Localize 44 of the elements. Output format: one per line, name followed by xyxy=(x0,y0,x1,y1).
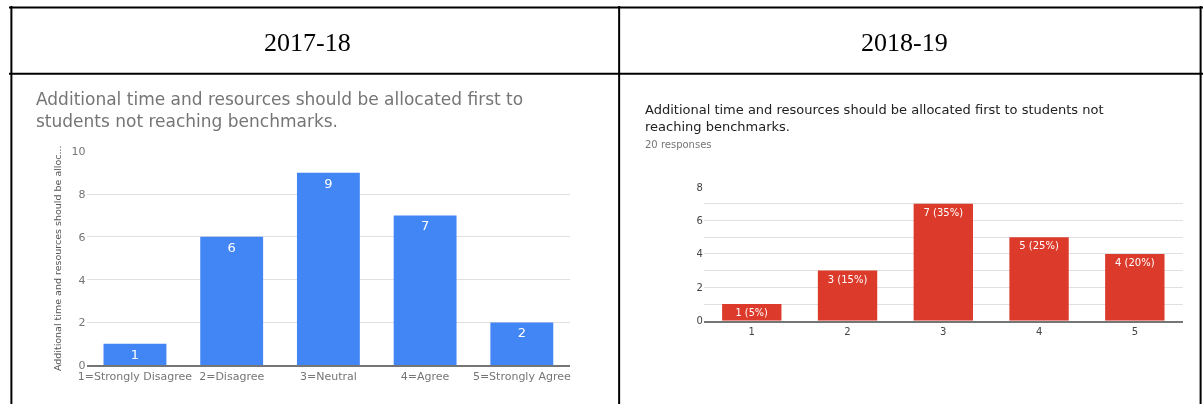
data-label: 1 xyxy=(130,346,140,362)
x-tick-label: 3 xyxy=(940,325,947,337)
y-tick-label: 0 xyxy=(696,315,703,327)
y-tick-label: 4 xyxy=(78,273,86,287)
chart-title: 2017-18 xyxy=(264,28,351,57)
x-tick-label: 1 xyxy=(748,325,755,337)
y-tick-label: 6 xyxy=(78,230,86,244)
data-label: 3 (15%) xyxy=(827,273,868,285)
y-tick-label: 0 xyxy=(78,359,86,373)
x-tick-label: 2 xyxy=(844,325,851,337)
y-tick-label: 2 xyxy=(696,281,703,293)
x-tick-label: 4=Agree xyxy=(400,370,450,384)
y-axis-title: Additional time and resources should be alloc... xyxy=(51,145,63,372)
chart-subtitle: Additional time and resources should be allocated first to students not reaching benchmarks. xyxy=(645,102,1104,134)
bar xyxy=(1105,253,1165,321)
bar xyxy=(103,343,167,366)
data-label: 5 (25%) xyxy=(1019,240,1059,252)
data-label: 9 xyxy=(324,175,333,191)
chart-subtitle: Additional time and resources should be allocated first to students not reaching benchmarks. xyxy=(36,89,524,132)
x-tick-label: 5 xyxy=(1131,325,1139,337)
y-tick-label: 4 xyxy=(696,248,703,260)
bar xyxy=(913,203,973,321)
x-tick-label: 1=Strongly Disagree xyxy=(77,370,193,384)
bar xyxy=(817,270,878,321)
bar xyxy=(1009,237,1069,321)
data-label: 1 (5%) xyxy=(735,306,768,318)
bar xyxy=(296,172,360,366)
bar xyxy=(200,236,264,366)
data-label: 4 (20%) xyxy=(1114,256,1155,268)
x-tick-label: 4 xyxy=(1035,325,1043,337)
data-label: 6 xyxy=(227,239,236,255)
bar xyxy=(393,215,457,366)
data-label: 7 xyxy=(420,218,430,234)
data-label: 7 (35%) xyxy=(923,206,964,218)
y-tick-label: 6 xyxy=(696,215,703,226)
y-tick-label: 8 xyxy=(696,181,703,193)
chart-title: 2018-19 xyxy=(861,28,948,57)
bar xyxy=(490,322,554,366)
y-tick-label: 8 xyxy=(78,187,86,201)
x-tick-label: 2=Disagree xyxy=(199,370,265,384)
y-tick-label: 10 xyxy=(71,145,86,159)
x-tick-label: 3=Neutral xyxy=(299,370,357,384)
x-tick-label: 5=Strongly Agree xyxy=(472,370,571,384)
text: 20 responses xyxy=(645,139,712,150)
